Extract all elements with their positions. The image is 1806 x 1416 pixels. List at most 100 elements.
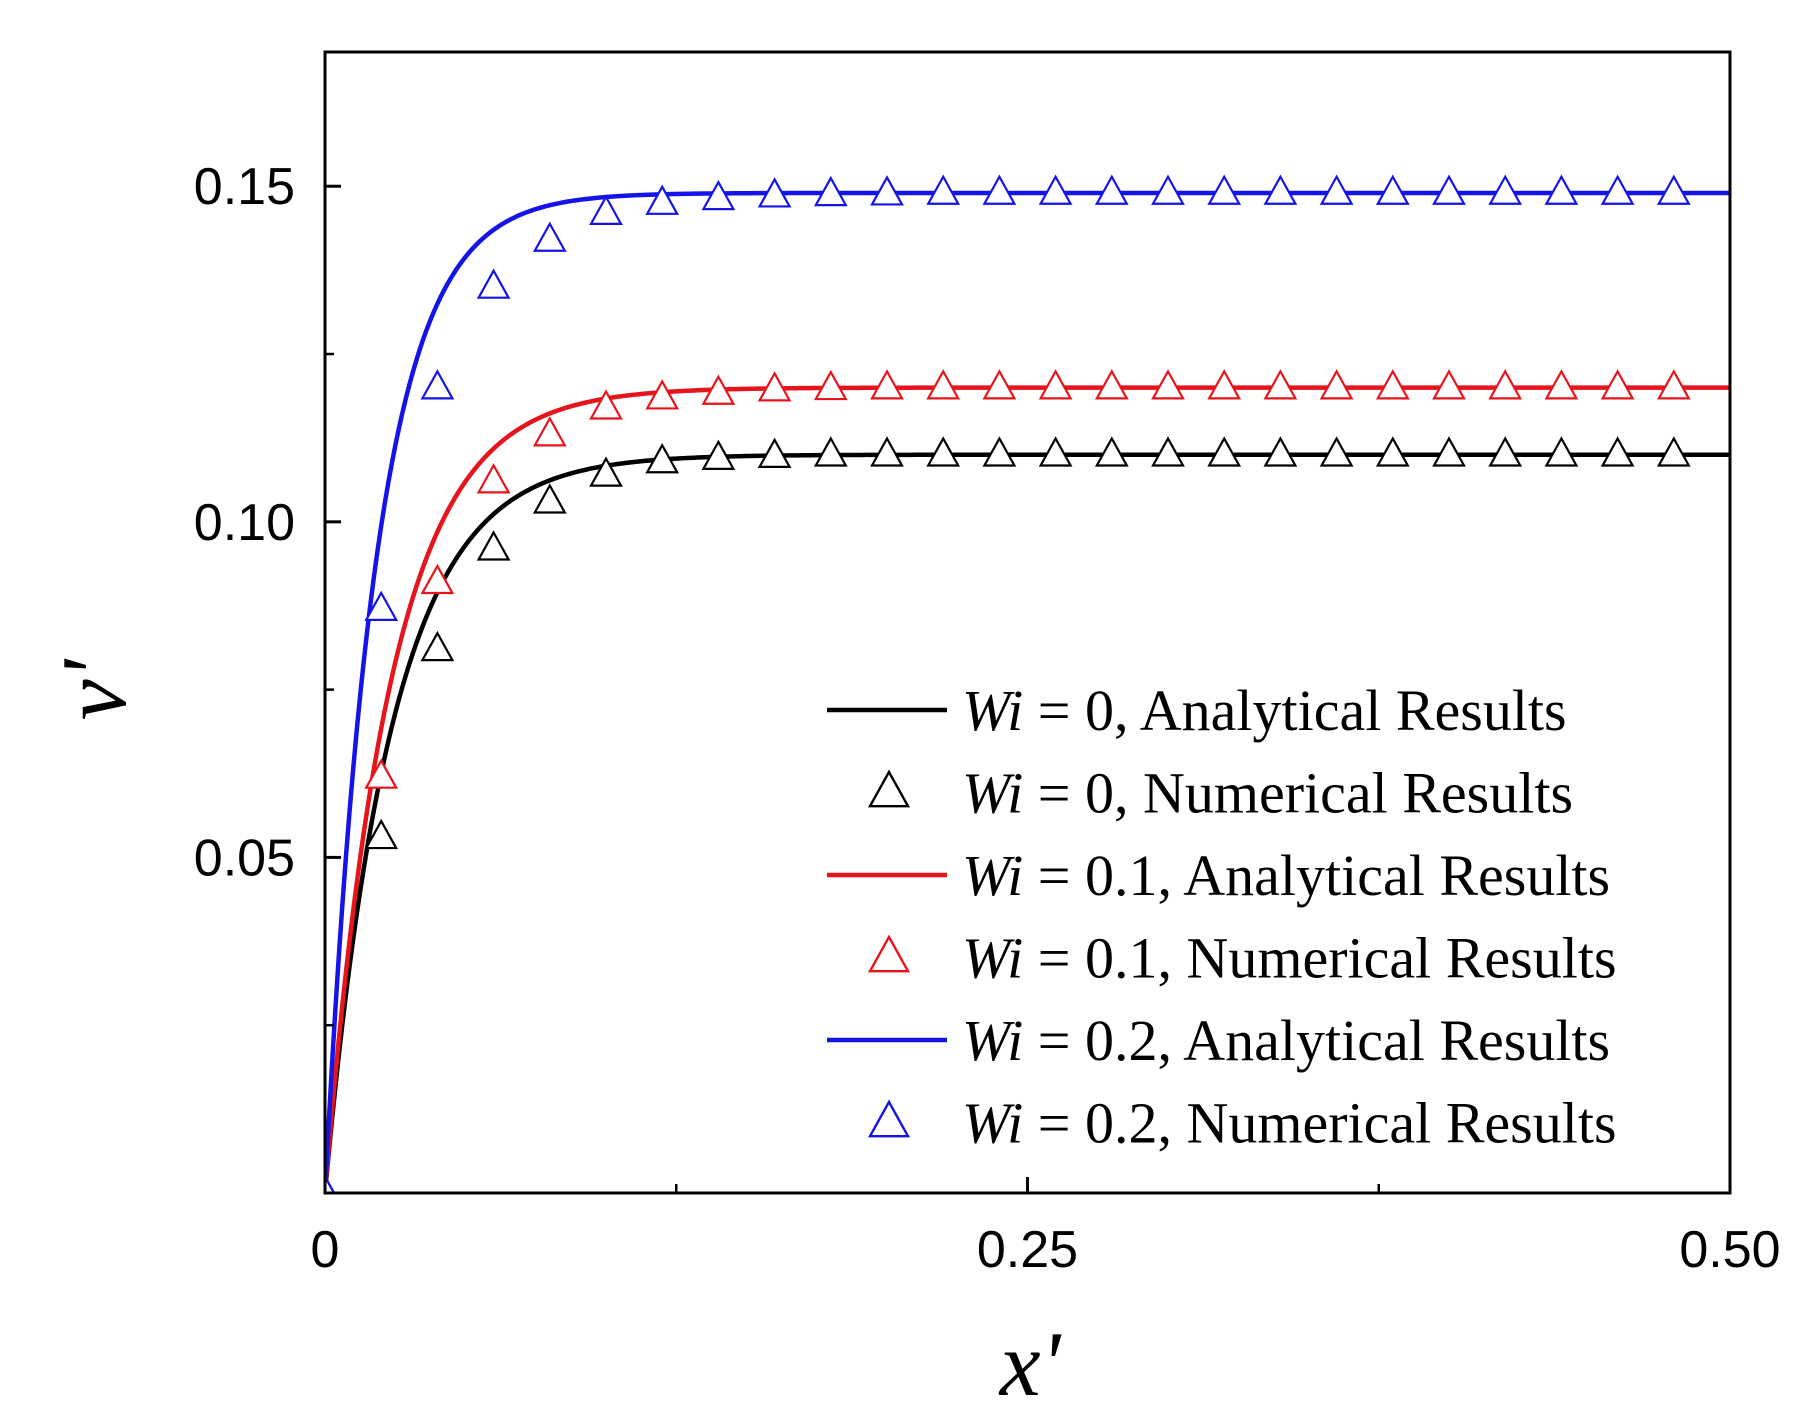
legend-label-symbol: Wi	[962, 761, 1023, 826]
data-point-s2-19	[1375, 174, 1410, 205]
data-point-s1-22	[1544, 369, 1579, 400]
data-point-s0-20	[1432, 436, 1466, 467]
legend-label: Wi = 0.2, Numerical Results	[962, 1091, 1617, 1156]
data-point-s2-23	[1600, 174, 1635, 205]
legend-label: Wi = 0, Analytical Results	[962, 678, 1567, 743]
data-point-s2-9	[813, 175, 848, 207]
legend-label: Wi = 0, Numerical Results	[962, 761, 1573, 826]
legend-label-symbol: Wi	[962, 1091, 1023, 1156]
data-point-s0-16	[1207, 436, 1242, 467]
data-point-s0-15	[1151, 436, 1185, 467]
data-point-s2-12	[982, 174, 1017, 205]
data-point-s2-11	[926, 174, 961, 205]
data-point-s1-10	[870, 369, 904, 400]
data-point-s1-5	[589, 389, 623, 420]
data-point-s0-21	[1488, 436, 1523, 467]
legend-label-text: = 0, Numerical Results	[1023, 761, 1573, 826]
legend-label-text: = 0.2, Numerical Results	[1023, 1091, 1616, 1156]
y-tick-label: 0.10	[194, 494, 295, 552]
data-point-s2-21	[1488, 174, 1523, 205]
legend-label: Wi = 0.1, Numerical Results	[962, 926, 1617, 991]
data-point-s1-3	[476, 463, 511, 494]
data-point-s1-9	[813, 369, 848, 401]
x-tick-label: 0	[311, 1221, 340, 1279]
data-point-s0-5	[589, 456, 623, 487]
data-point-s0-1	[364, 818, 399, 850]
legend-label-text: = 0.1, Analytical Results	[1023, 843, 1610, 908]
data-point-s2-4	[532, 221, 567, 252]
legend-marker-swatch	[867, 934, 911, 973]
x-tick-label: 0.25	[977, 1221, 1078, 1279]
data-point-s1-17	[1263, 369, 1298, 400]
legend-label: Wi = 0.1, Analytical Results	[962, 843, 1610, 908]
data-point-s2-17	[1263, 174, 1298, 205]
data-point-s2-15	[1151, 174, 1185, 205]
data-point-s0-13	[1038, 436, 1073, 467]
legend-label-text: = 0, Analytical Results	[1023, 678, 1566, 743]
legend-label-symbol: Wi	[962, 926, 1023, 991]
data-point-s2-22	[1544, 174, 1579, 205]
data-point-s0-11	[926, 436, 961, 467]
data-point-s0-7	[701, 439, 736, 470]
data-point-s1-8	[757, 371, 792, 402]
legend-label-symbol: Wi	[962, 678, 1023, 743]
data-point-s0-9	[813, 436, 848, 467]
data-point-s2-2	[420, 369, 455, 400]
data-point-s1-4	[532, 416, 567, 447]
legend-label-text: = 0.1, Numerical Results	[1023, 926, 1616, 991]
data-point-s1-19	[1375, 369, 1410, 400]
x-tick-label: 0.50	[1679, 1221, 1780, 1279]
data-point-s0-3	[476, 530, 511, 561]
data-point-s2-7	[701, 179, 736, 211]
y-tick-label: 0.15	[194, 158, 295, 216]
data-point-s1-13	[1038, 369, 1073, 400]
x-axis-title: x'	[998, 1313, 1062, 1415]
data-point-s0-6	[645, 442, 680, 474]
data-point-s1-11	[926, 369, 961, 400]
legend-marker-swatch	[867, 1099, 911, 1138]
data-point-s0-24	[1656, 436, 1691, 467]
data-point-s0-17	[1263, 436, 1298, 467]
data-point-s2-8	[757, 177, 792, 208]
legend-label: Wi = 0.2, Analytical Results	[962, 1008, 1610, 1073]
data-point-s1-7	[701, 374, 736, 405]
data-point-s0-12	[982, 436, 1017, 467]
data-point-s1-24	[1656, 369, 1691, 400]
data-point-s0-2	[420, 630, 455, 662]
data-point-s2-18	[1319, 174, 1354, 205]
data-point-s0-8	[757, 437, 792, 468]
data-point-s2-16	[1207, 174, 1242, 205]
data-point-s1-1	[364, 758, 399, 789]
legend-marker-swatch	[867, 769, 911, 808]
axes-layer: 0 0.25 0.50 0.05 0.10 0.15	[194, 50, 1781, 1279]
series-layer	[325, 174, 1730, 1193]
data-point-s1-6	[645, 379, 680, 410]
data-point-s1-23	[1600, 369, 1635, 400]
data-point-s1-12	[982, 369, 1017, 400]
data-point-s1-15	[1151, 369, 1185, 400]
y-tick-label: 0.05	[194, 829, 295, 887]
data-point-s0-18	[1319, 436, 1354, 467]
data-point-s2-10	[870, 175, 904, 206]
y-axis-title: v'	[43, 658, 145, 720]
data-point-s2-0	[325, 1174, 336, 1193]
data-point-s1-21	[1488, 369, 1523, 400]
data-point-s2-13	[1038, 174, 1073, 205]
data-point-s2-3	[476, 268, 511, 299]
data-point-s2-14	[1094, 174, 1129, 205]
data-point-s0-22	[1544, 436, 1579, 467]
data-point-s2-1	[364, 590, 399, 621]
data-point-s1-18	[1319, 369, 1354, 400]
data-point-s1-16	[1207, 369, 1242, 400]
data-point-s1-20	[1432, 369, 1466, 400]
legend-label-symbol: Wi	[962, 1008, 1023, 1073]
data-point-s0-14	[1094, 436, 1129, 467]
data-point-s2-20	[1432, 174, 1466, 205]
data-point-s0-19	[1375, 436, 1410, 467]
data-point-s1-2	[420, 563, 455, 595]
data-point-s2-6	[645, 184, 680, 215]
data-point-s2-5	[589, 194, 623, 225]
